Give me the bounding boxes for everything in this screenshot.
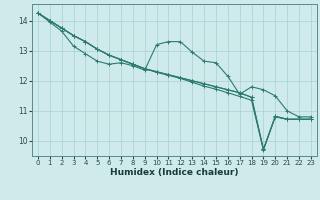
X-axis label: Humidex (Indice chaleur): Humidex (Indice chaleur) <box>110 168 239 177</box>
